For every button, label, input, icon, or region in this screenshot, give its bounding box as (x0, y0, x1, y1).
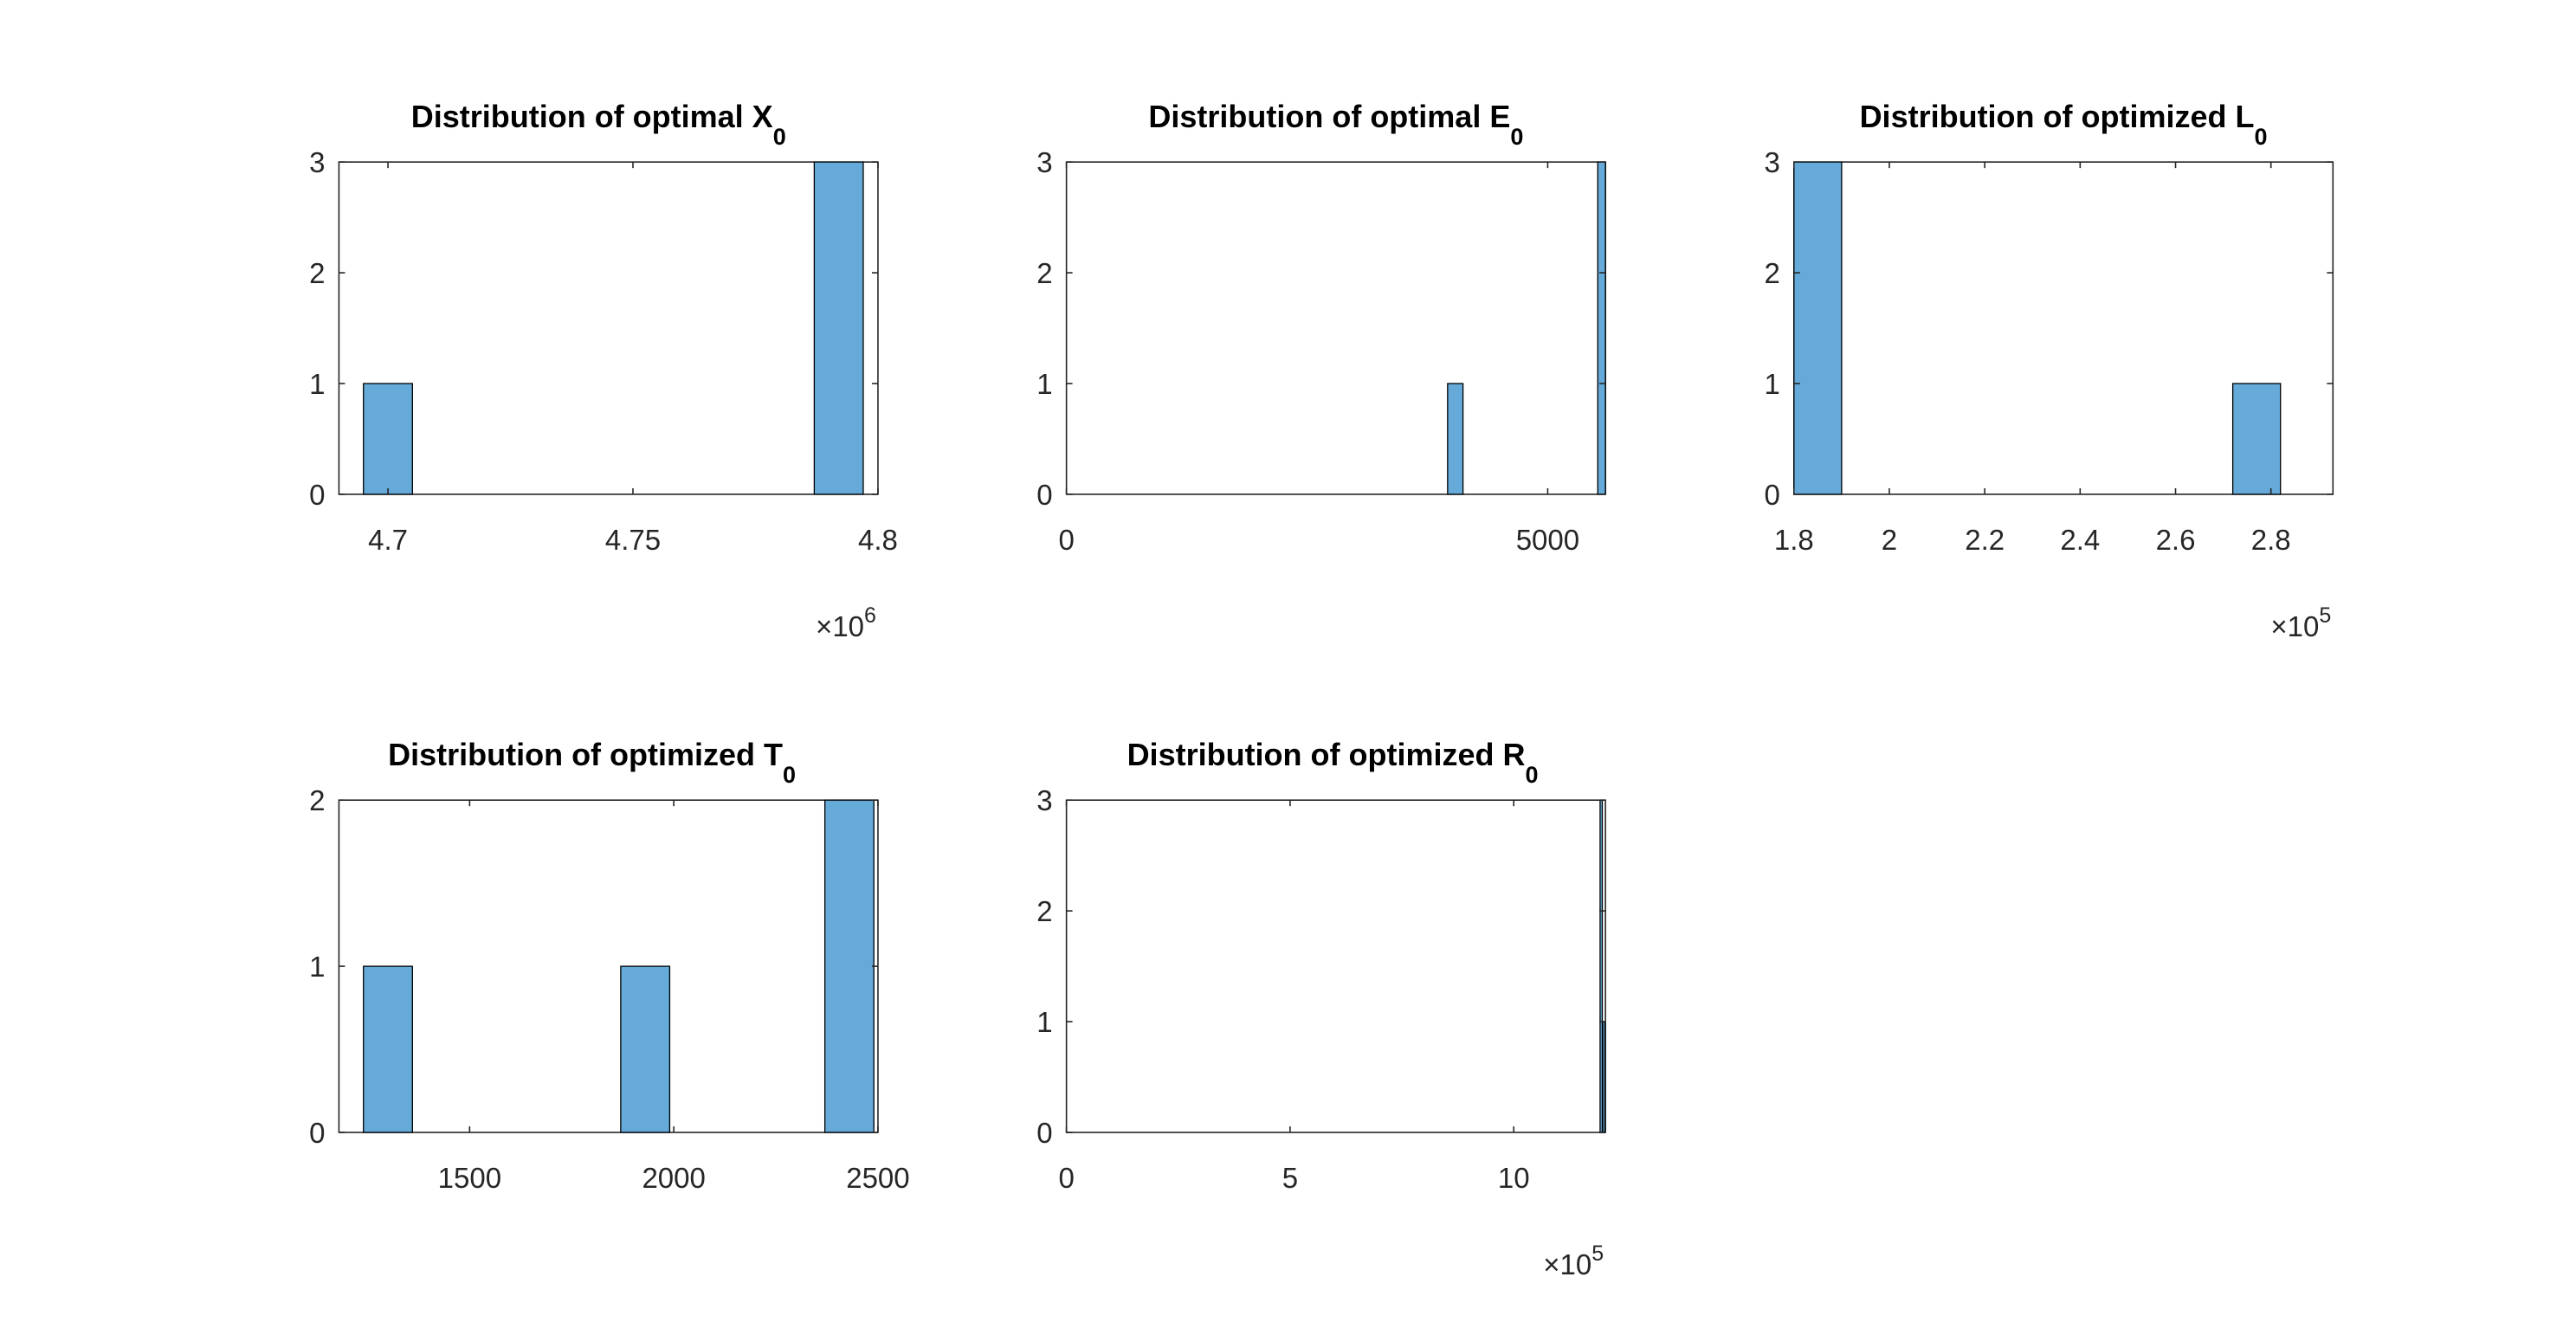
histogram-bar (823, 799, 875, 1133)
x-tick-label: 0 (1058, 524, 1074, 556)
x-tick-label: 2000 (642, 1162, 705, 1194)
histogram-bar (1793, 161, 1843, 495)
x-tick-label: 10 (1498, 1162, 1530, 1194)
y-tick-label: 1 (1036, 1006, 1052, 1038)
multiplier-exponent: 5 (1591, 1241, 1604, 1266)
chart-title: Distribution of optimal E0 (1148, 99, 1523, 150)
x-tick-label: 1.8 (1774, 524, 1814, 556)
chart-title-subscript: 0 (783, 762, 796, 788)
y-tick-label: 0 (1036, 479, 1052, 511)
y-tick-label: 2 (309, 784, 325, 816)
y-tick-label: 3 (1764, 146, 1779, 178)
histogram-bar (1602, 1021, 1606, 1133)
axes-box (1065, 161, 1606, 495)
x-tick-label: 2.8 (2251, 524, 2291, 556)
chart-title-text: Distribution of optimal X (411, 99, 773, 134)
x-tick-label: 4.8 (858, 524, 898, 556)
chart-title-subscript: 0 (1526, 762, 1539, 788)
x-tick-label: 5000 (1516, 524, 1579, 556)
y-tick-label: 3 (1036, 784, 1052, 816)
x-tick-label: 0 (1058, 1162, 1074, 1194)
chart-title: Distribution of optimized R0 (1127, 737, 1539, 788)
axes-box (338, 799, 879, 1133)
multiplier-base: 10 (2288, 610, 2320, 642)
histogram-bar (1447, 383, 1464, 495)
y-tick-label: 0 (1764, 479, 1779, 511)
chart-title: Distribution of optimized T0 (388, 737, 796, 788)
histogram-bar (363, 965, 413, 1133)
histogram-bar (620, 965, 671, 1133)
y-tick-label: 0 (309, 1117, 325, 1149)
histogram-bar (363, 383, 413, 495)
x-tick-label: 5 (1282, 1162, 1298, 1194)
histogram-panel-1: 0 1 2 3 4.7 4.75 4.8 ×106 Distribution of optima… (309, 99, 898, 642)
histogram-bar (1599, 799, 1604, 1133)
x-axis-multiplier: ×106 (816, 603, 876, 642)
chart-title-subscript: 0 (773, 124, 786, 150)
histogram-panel-3: 0 1 2 3 1.8 2 2.2 2.4 2.6 2.8 ×105 Distribution of … (1764, 99, 2334, 642)
y-tick-label: 0 (1036, 1117, 1052, 1149)
x-tick-label: 4.75 (605, 524, 661, 556)
y-tick-label: 3 (309, 146, 325, 178)
chart-title-subscript: 0 (1510, 124, 1523, 150)
y-tick-label: 1 (1036, 368, 1052, 400)
chart-title-text: Distribution of optimized T (388, 737, 783, 772)
chart-title-text: Distribution of optimized R (1127, 737, 1526, 772)
multiplier-times-symbol: × (2270, 610, 2287, 642)
chart-title-text: Distribution of optimized L (1860, 99, 2255, 134)
x-tick-label: 4.7 (368, 524, 408, 556)
chart-title: Distribution of optimized L0 (1860, 99, 2268, 150)
histogram-panel-4: 0 1 2 1500 2000 2500 Distribution of optimized… (309, 737, 910, 1194)
axes-box (338, 161, 879, 495)
x-tick-label: 2 (1882, 524, 1897, 556)
x-tick-label: 2500 (846, 1162, 909, 1194)
histogram-bar (2231, 383, 2282, 495)
chart-title-text: Distribution of optimal E (1148, 99, 1510, 134)
multiplier-times-symbol: × (816, 610, 832, 642)
chart-title-subscript: 0 (2255, 124, 2268, 150)
multiplier-times-symbol: × (1543, 1248, 1559, 1280)
axes-box (1065, 799, 1606, 1133)
multiplier-base: 10 (1559, 1248, 1591, 1280)
x-tick-label: 2.6 (2156, 524, 2196, 556)
y-tick-label: 2 (1036, 895, 1052, 927)
x-tick-label: 1500 (438, 1162, 501, 1194)
y-tick-label: 1 (309, 951, 325, 983)
y-tick-label: 2 (309, 257, 325, 289)
y-tick-label: 1 (309, 368, 325, 400)
histogram-bar (813, 161, 864, 495)
y-tick-label: 0 (309, 479, 325, 511)
x-tick-label: 2.2 (1965, 524, 2005, 556)
multiplier-exponent: 6 (864, 603, 876, 628)
x-tick-label: 2.4 (2060, 524, 2100, 556)
multiplier-exponent: 5 (2319, 603, 2331, 628)
x-axis-multiplier: ×105 (1543, 1241, 1604, 1280)
histogram-bar (1597, 161, 1606, 495)
chart-title: Distribution of optimal X0 (411, 99, 786, 150)
multiplier-base: 10 (832, 610, 864, 642)
x-axis-multiplier: ×105 (2270, 603, 2331, 642)
y-tick-label: 3 (1036, 146, 1052, 178)
y-tick-label: 2 (1036, 257, 1052, 289)
y-tick-label: 2 (1764, 257, 1779, 289)
y-tick-label: 1 (1764, 368, 1779, 400)
